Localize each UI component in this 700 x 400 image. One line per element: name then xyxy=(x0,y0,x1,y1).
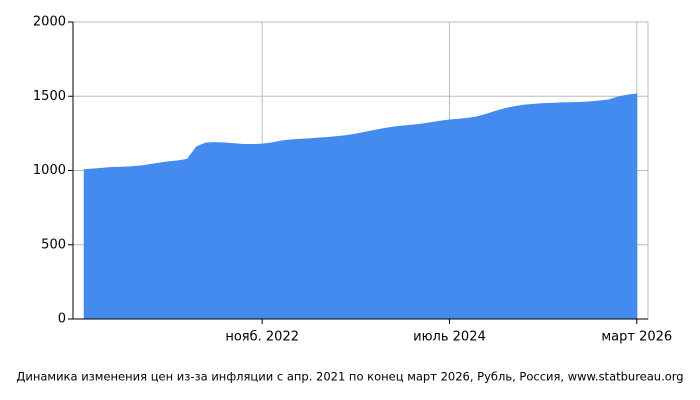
y-tick-label: 1500 xyxy=(33,89,66,104)
y-tick-label: 500 xyxy=(41,237,66,252)
x-tick-label: нояб. 2022 xyxy=(225,330,299,345)
y-tick-label: 1000 xyxy=(33,163,66,178)
chart-title: Динамика изменения цен из-за инфляции с … xyxy=(16,370,683,384)
y-tick-label: 2000 xyxy=(33,15,66,30)
x-tick-label: март 2026 xyxy=(601,330,672,345)
y-tick-label: 0 xyxy=(58,312,66,327)
area xyxy=(83,93,638,320)
x-tick-label: июль 2024 xyxy=(413,330,486,345)
